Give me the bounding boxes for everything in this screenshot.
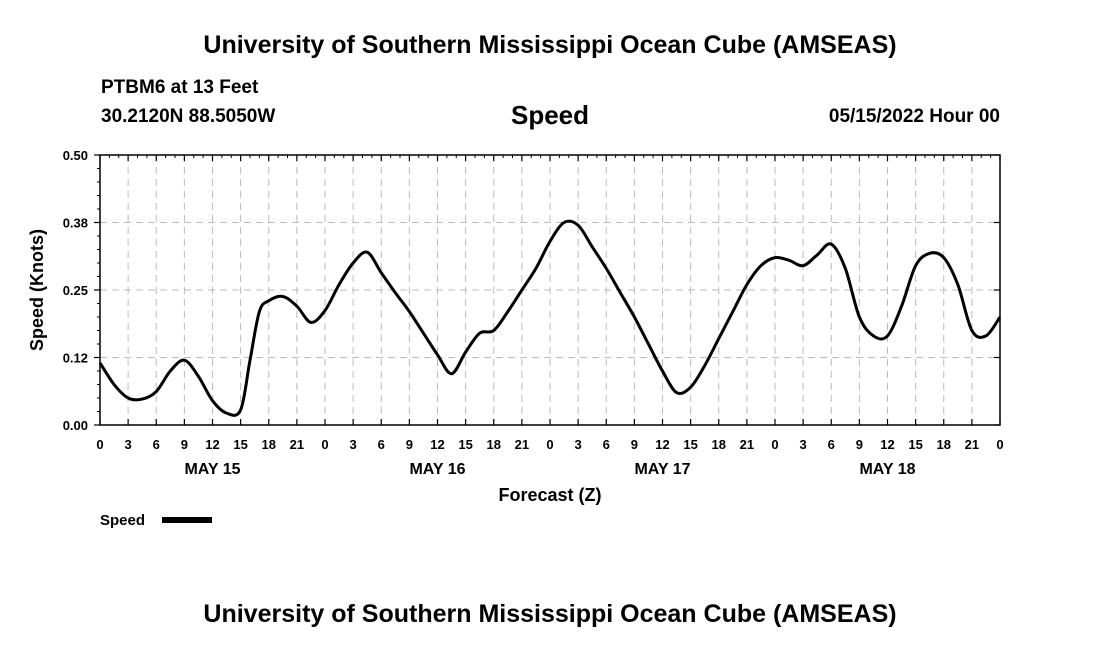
y-tick-label: 0.00 [63, 418, 88, 433]
day-label: MAY 16 [409, 461, 465, 478]
x-tick-label: 18 [487, 437, 501, 452]
x-axis-title: Forecast (Z) [498, 485, 601, 505]
x-tick-label: 18 [262, 437, 276, 452]
x-tick-label: 0 [996, 437, 1003, 452]
plot-frame [99, 154, 1001, 426]
x-tick-label: 12 [205, 437, 219, 452]
series-line-speed [98, 219, 1002, 417]
x-tick-label: 9 [181, 437, 188, 452]
x-tick-label: 3 [125, 437, 132, 452]
legend: Speed [100, 512, 212, 529]
x-tick-label: 6 [153, 437, 160, 452]
x-tick-label: 3 [350, 437, 357, 452]
x-tick-label: 15 [233, 437, 247, 452]
day-label: MAY 17 [634, 461, 690, 478]
x-tick-label: 21 [740, 437, 754, 452]
y-tick-label: 0.25 [63, 283, 88, 298]
x-tick-label: 0 [771, 437, 778, 452]
y-axis-title: Speed (Knots) [27, 229, 47, 351]
x-tick-label: 15 [683, 437, 697, 452]
axis-labels: 0 3 6 9 12 15 18 21 0 3 6 9 12 15 18 21 0 3 6 9 12 15 18 21 0 3 6 9… [63, 148, 1004, 478]
chart-title-top: University of Southern Mississippi Ocean… [203, 31, 897, 59]
forecast-datetime: 05/15/2022 Hour 00 [828, 106, 1000, 127]
station-label: PTBM6 at 13 Feet [101, 77, 259, 98]
x-tick-label: 18 [937, 437, 951, 452]
x-tick-label: 6 [378, 437, 385, 452]
y-tick-label: 0.12 [63, 351, 88, 366]
day-label: MAY 18 [859, 461, 915, 478]
x-tick-label: 21 [965, 437, 979, 452]
x-tick-label: 15 [458, 437, 472, 452]
x-tick-label: 15 [908, 437, 922, 452]
x-tick-label: 9 [406, 437, 413, 452]
legend-label-speed: Speed [100, 512, 145, 529]
x-tick-label: 0 [546, 437, 553, 452]
x-tick-label: 9 [631, 437, 638, 452]
grid [100, 155, 1000, 425]
x-tick-label: 0 [96, 437, 103, 452]
x-tick-label: 6 [603, 437, 610, 452]
x-tick-label: 12 [655, 437, 669, 452]
x-tick-label: 0 [321, 437, 328, 452]
x-tick-label: 18 [712, 437, 726, 452]
x-tick-label: 12 [430, 437, 444, 452]
day-label: MAY 15 [184, 461, 240, 478]
series [98, 219, 1002, 417]
chart-title-bottom: University of Southern Mississippi Ocean… [203, 600, 897, 628]
x-tick-label: 21 [290, 437, 304, 452]
y-tick-label: 0.38 [63, 216, 88, 231]
x-tick-label: 12 [880, 437, 894, 452]
x-tick-label: 6 [828, 437, 835, 452]
coordinates-label: 30.2120N 88.5050W [101, 106, 276, 127]
x-tick-label: 3 [575, 437, 582, 452]
x-tick-label: 21 [515, 437, 529, 452]
x-tick-label: 3 [800, 437, 807, 452]
y-tick-label: 0.50 [63, 148, 88, 163]
x-tick-label: 9 [856, 437, 863, 452]
variable-title: Speed [510, 100, 590, 130]
